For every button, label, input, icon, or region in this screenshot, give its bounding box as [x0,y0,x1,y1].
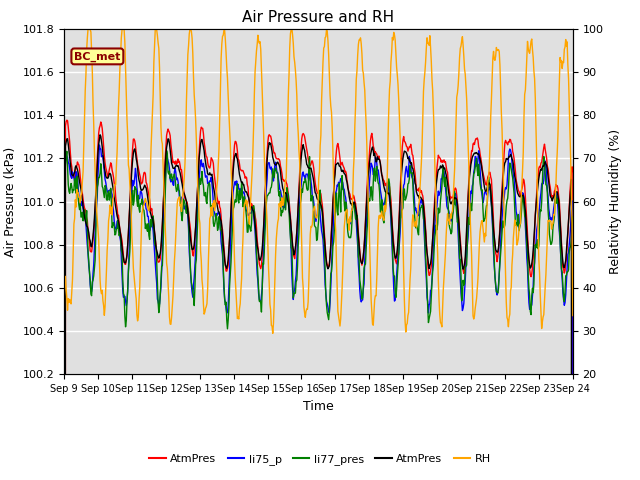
X-axis label: Time: Time [303,400,334,413]
Legend: AtmPres, li75_p, li77_pres, AtmPres, RH: AtmPres, li75_p, li77_pres, AtmPres, RH [145,450,495,469]
Title: Air Pressure and RH: Air Pressure and RH [243,10,394,25]
Y-axis label: Relativity Humidity (%): Relativity Humidity (%) [609,129,622,274]
Y-axis label: Air Pressure (kPa): Air Pressure (kPa) [4,146,17,257]
Text: BC_met: BC_met [74,51,120,61]
